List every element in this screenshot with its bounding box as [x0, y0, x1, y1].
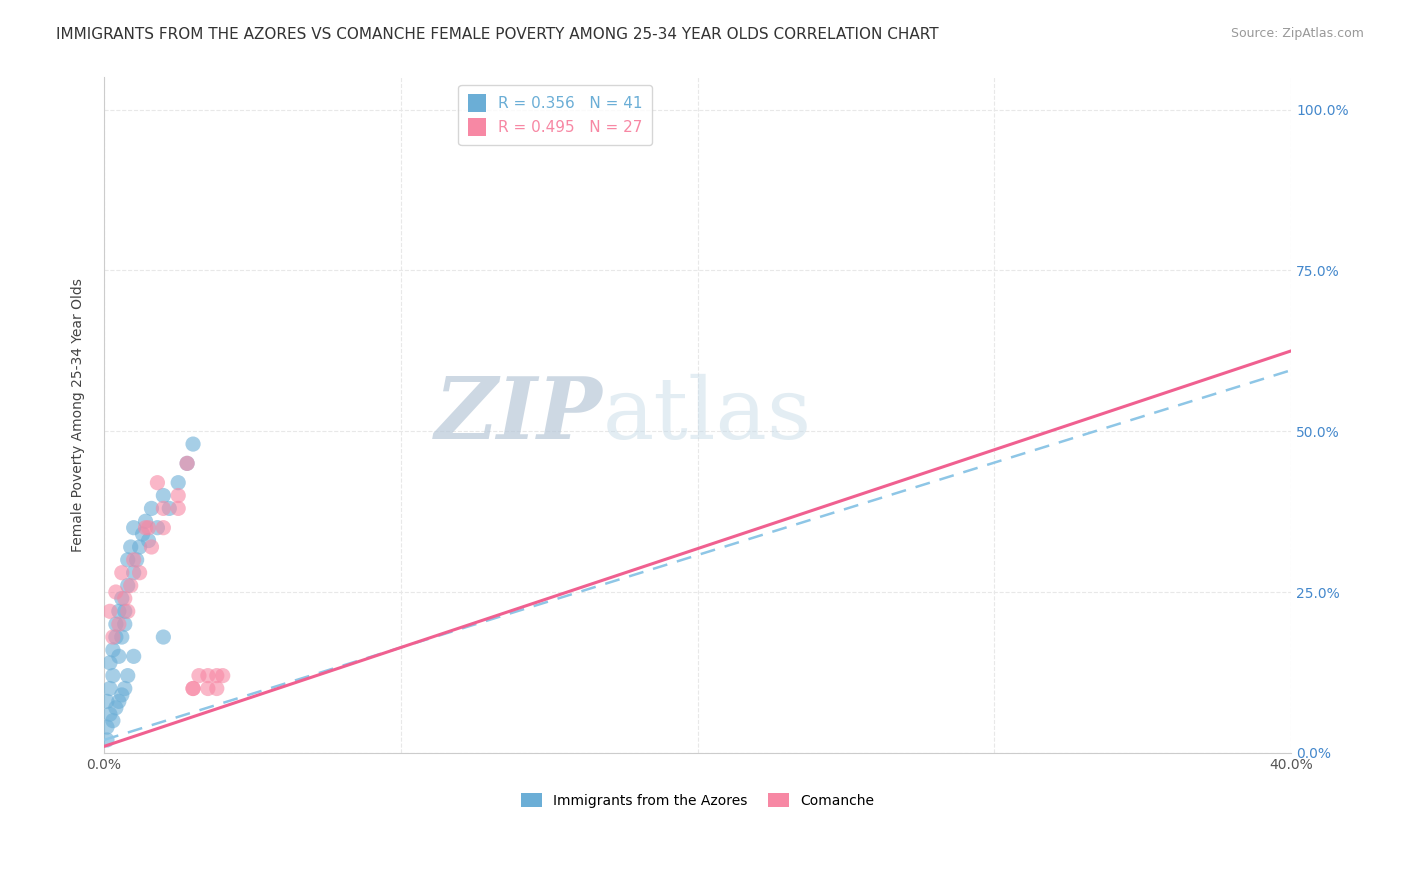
Y-axis label: Female Poverty Among 25-34 Year Olds: Female Poverty Among 25-34 Year Olds	[72, 278, 86, 552]
Text: atlas: atlas	[603, 374, 811, 457]
Point	[122, 566, 145, 580]
Point	[98, 707, 121, 722]
Point	[114, 591, 136, 606]
Point	[111, 566, 134, 580]
Point	[108, 694, 131, 708]
Point	[197, 668, 219, 682]
Point	[138, 521, 160, 535]
Point	[146, 475, 169, 490]
Point	[128, 566, 150, 580]
Point	[146, 521, 169, 535]
Point	[135, 514, 157, 528]
Point	[111, 630, 134, 644]
Point	[104, 585, 127, 599]
Point	[181, 681, 204, 696]
Point	[125, 553, 148, 567]
Point	[205, 681, 228, 696]
Point	[101, 668, 124, 682]
Point	[122, 521, 145, 535]
Point	[101, 714, 124, 728]
Point	[98, 681, 121, 696]
Point	[141, 540, 163, 554]
Point	[111, 688, 134, 702]
Point	[98, 656, 121, 670]
Point	[122, 553, 145, 567]
Point	[104, 700, 127, 714]
Point	[114, 681, 136, 696]
Point	[181, 437, 204, 451]
Point	[211, 668, 233, 682]
Point	[197, 681, 219, 696]
Point	[114, 617, 136, 632]
Point	[152, 501, 174, 516]
Point	[117, 553, 139, 567]
Legend: Immigrants from the Azores, Comanche: Immigrants from the Azores, Comanche	[516, 788, 880, 814]
Point	[152, 521, 174, 535]
Point	[167, 489, 190, 503]
Point	[152, 630, 174, 644]
Point	[120, 578, 142, 592]
Point	[108, 617, 131, 632]
Point	[96, 733, 118, 747]
Point	[114, 604, 136, 618]
Point	[101, 630, 124, 644]
Point	[117, 604, 139, 618]
Point	[98, 604, 121, 618]
Point	[157, 501, 180, 516]
Point	[111, 591, 134, 606]
Point	[135, 521, 157, 535]
Point	[167, 475, 190, 490]
Point	[167, 501, 190, 516]
Point	[131, 527, 153, 541]
Point	[188, 668, 211, 682]
Point	[122, 649, 145, 664]
Point	[181, 681, 204, 696]
Point	[104, 617, 127, 632]
Point	[96, 720, 118, 734]
Point	[108, 649, 131, 664]
Point	[176, 456, 198, 470]
Point	[101, 643, 124, 657]
Text: IMMIGRANTS FROM THE AZORES VS COMANCHE FEMALE POVERTY AMONG 25-34 YEAR OLDS CORR: IMMIGRANTS FROM THE AZORES VS COMANCHE F…	[56, 27, 939, 42]
Point	[141, 501, 163, 516]
Point	[120, 540, 142, 554]
Point	[205, 668, 228, 682]
Point	[176, 456, 198, 470]
Point	[117, 578, 139, 592]
Point	[128, 540, 150, 554]
Point	[96, 694, 118, 708]
Point	[138, 533, 160, 548]
Text: ZIP: ZIP	[434, 374, 603, 457]
Text: Source: ZipAtlas.com: Source: ZipAtlas.com	[1230, 27, 1364, 40]
Point	[108, 604, 131, 618]
Point	[117, 668, 139, 682]
Point	[104, 630, 127, 644]
Point	[152, 489, 174, 503]
